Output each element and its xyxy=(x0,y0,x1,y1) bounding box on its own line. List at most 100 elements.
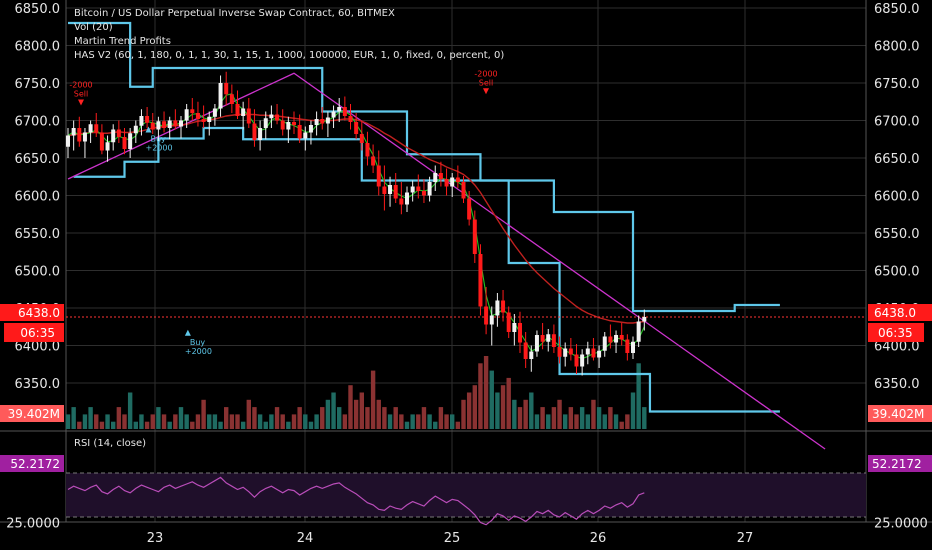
candle-body xyxy=(529,351,534,359)
volume-bar xyxy=(127,392,133,429)
volume-badge-left-bg xyxy=(0,405,64,422)
candle-body xyxy=(359,134,364,143)
candle-body xyxy=(518,323,522,343)
volume-bar xyxy=(269,414,274,429)
volume-bar xyxy=(161,414,167,429)
volume-bar xyxy=(455,421,461,429)
candle-body xyxy=(207,116,212,122)
candle-body xyxy=(162,121,167,128)
volume-bar xyxy=(512,399,517,429)
candle-body xyxy=(303,132,308,139)
volume-bar xyxy=(438,407,444,429)
volume-bar xyxy=(557,399,562,429)
candle-body xyxy=(574,354,579,367)
volume-bar xyxy=(201,399,206,429)
candle-body xyxy=(82,132,87,142)
candle-body xyxy=(580,354,585,367)
volume-bar xyxy=(195,414,201,429)
candle-body xyxy=(269,114,274,119)
legend-rsi: RSI (14, close) xyxy=(74,438,146,449)
candle-body xyxy=(450,177,455,187)
price-tick-right: 6350.0 xyxy=(874,377,920,392)
time-tick-label: 24 xyxy=(297,531,314,546)
sell-signal-label: Sell xyxy=(479,78,493,87)
candle-body xyxy=(111,129,116,143)
candle-body xyxy=(201,119,206,122)
volume-bar xyxy=(144,421,150,429)
candle-body xyxy=(286,122,291,130)
volume-bar xyxy=(540,407,545,429)
volume-bar xyxy=(579,407,585,429)
volume-bar xyxy=(466,392,472,429)
candle-body xyxy=(150,122,155,130)
sell-arrow-icon xyxy=(483,88,489,95)
candle-body xyxy=(597,350,602,358)
candle-body xyxy=(501,300,506,313)
candle-body xyxy=(133,125,138,134)
buy-arrow-icon xyxy=(184,329,191,336)
price-tick-right: 6400.0 xyxy=(874,340,920,355)
candlesticks[interactable] xyxy=(66,71,647,376)
volume-bar xyxy=(342,414,348,429)
volume-bar xyxy=(608,407,613,429)
countdown-badge-right: 06:35 xyxy=(878,326,913,340)
volume-bar xyxy=(399,414,404,429)
volume-bar xyxy=(94,414,99,429)
volume-bar xyxy=(551,407,557,429)
price-axes[interactable]: 6350.06350.06400.06400.06450.06450.06500… xyxy=(6,2,928,546)
legend-has: HAS V2 (60, 1, 180, 0, 1, 1, 30, 1, 15, … xyxy=(74,50,504,61)
volume-bar xyxy=(472,385,477,429)
volume-badge-right: 39.402M xyxy=(872,407,924,421)
candle-body xyxy=(625,339,630,353)
volume-bar xyxy=(173,414,178,429)
volume-bar xyxy=(370,370,376,429)
volume-bar xyxy=(257,414,263,429)
candle-body xyxy=(122,137,127,149)
candle-body xyxy=(495,300,500,316)
volume-bar xyxy=(596,407,602,429)
candle-body xyxy=(444,179,449,187)
candle-body xyxy=(252,123,257,140)
candle-body xyxy=(105,142,110,151)
rsi-panel[interactable] xyxy=(66,472,866,526)
volume-bar xyxy=(235,414,240,429)
price-badge-right: 6438.0 xyxy=(874,306,916,320)
volume-bar xyxy=(82,414,88,429)
volume-bar xyxy=(517,407,523,429)
candle-body xyxy=(636,321,641,342)
volume-bar xyxy=(625,414,630,429)
volume-bar xyxy=(585,414,590,429)
volume-bar xyxy=(167,421,172,429)
candle-body xyxy=(66,135,70,147)
volume-bar xyxy=(348,385,353,429)
candle-body xyxy=(235,104,240,116)
volume-bar xyxy=(156,407,161,429)
candle-body xyxy=(179,120,183,127)
volume-bar xyxy=(308,421,314,429)
buy-signal-qty: +2000 xyxy=(146,144,173,153)
price-tick-right: 6600.0 xyxy=(874,190,920,205)
volume-bar xyxy=(331,392,336,429)
volume-bar xyxy=(246,399,251,429)
candle-body xyxy=(263,118,268,128)
candle-body xyxy=(563,348,568,357)
volume-bar xyxy=(337,407,342,429)
candle-body xyxy=(427,182,432,196)
candle-body xyxy=(354,122,359,134)
sell-signal-qty: -2000 xyxy=(69,81,92,90)
volume-bar xyxy=(410,414,415,429)
volume-bar xyxy=(630,392,636,429)
price-tick-right: 6800.0 xyxy=(874,40,920,55)
volume-bar xyxy=(263,421,268,429)
price-tick-left: 6350.0 xyxy=(15,377,61,392)
volume-bar xyxy=(387,414,393,429)
volume-bar xyxy=(619,421,624,429)
candle-body xyxy=(551,334,556,347)
volume-bar xyxy=(150,414,155,429)
volume-bar xyxy=(421,407,427,429)
volume-bar xyxy=(602,414,607,429)
candle-body xyxy=(467,198,472,220)
price-badge-right-bg xyxy=(868,304,932,321)
volume-bar xyxy=(489,370,494,429)
